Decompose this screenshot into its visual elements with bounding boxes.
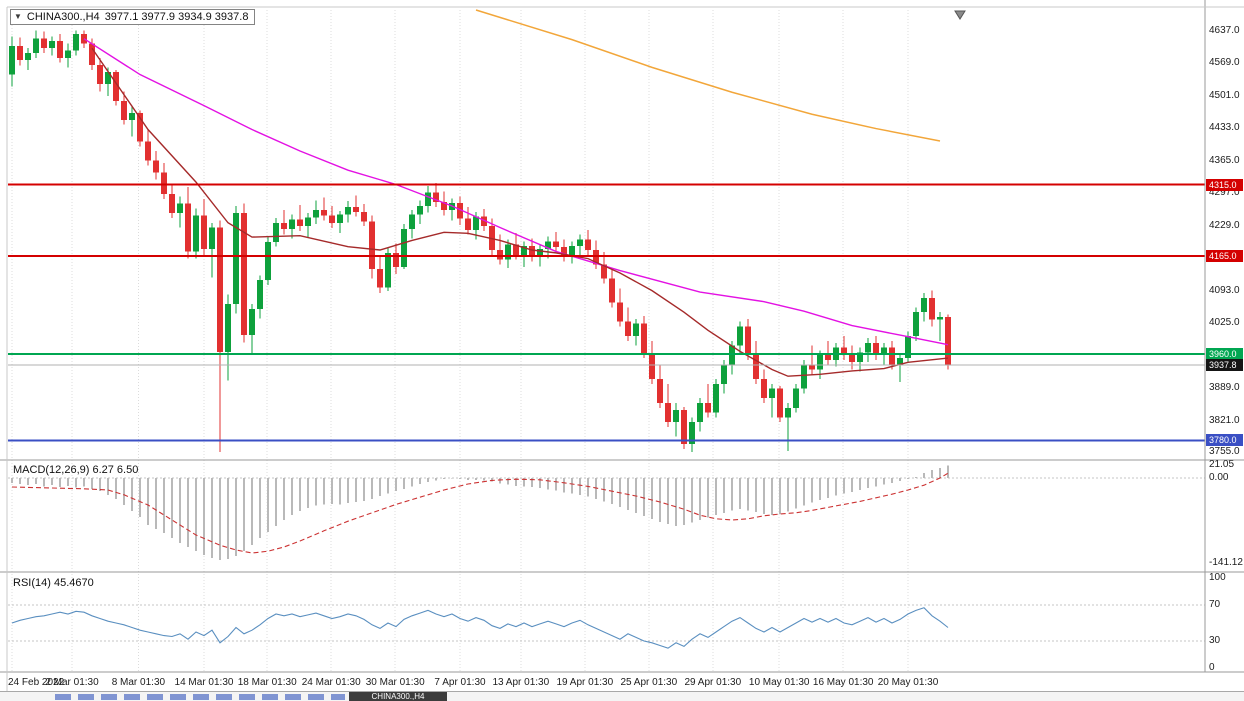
macd-indicator-label: MACD(12,26,9) 6.27 6.50 [13, 464, 139, 476]
rsi-indicator-label: RSI(14) 45.4670 [13, 577, 94, 589]
inactive-chart-tabs[interactable] [55, 693, 345, 700]
collapse-arrow-icon[interactable]: ▼ [14, 12, 22, 21]
chart-tabs-bar[interactable]: CHINA300.,H4 [0, 691, 1244, 701]
active-chart-tab[interactable]: CHINA300.,H4 [349, 691, 447, 701]
symbol-timeframe-label: CHINA300.,H4 [26, 11, 100, 23]
ohlc-values: 3977.1 3977.9 3934.9 3937.8 [104, 11, 249, 23]
ohlc-readout: ▼ CHINA300.,H4 3977.1 3977.9 3934.9 3937… [10, 9, 256, 25]
chart-shift-marker-icon[interactable] [954, 10, 966, 20]
